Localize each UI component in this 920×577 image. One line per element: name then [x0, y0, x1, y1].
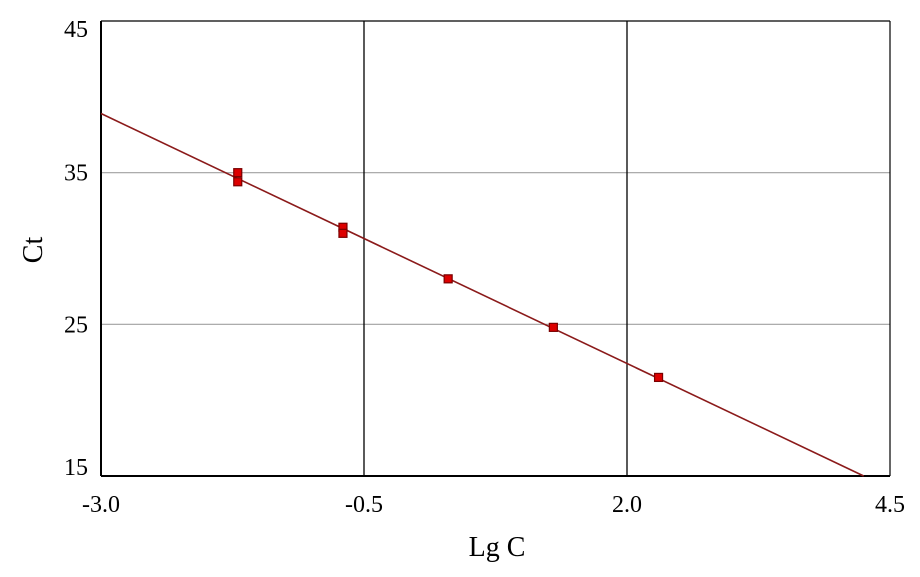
- fit-line-group: [100, 112, 865, 477]
- y-tick-label: 45: [64, 17, 88, 43]
- y-tick-label: 35: [64, 161, 88, 187]
- y-tick-label: 15: [64, 455, 88, 481]
- x-axis-title: Lg C: [469, 532, 526, 563]
- x-tick-label: -0.5: [345, 492, 383, 518]
- data-point-7: [653, 372, 664, 383]
- fit-line: [100, 112, 865, 477]
- gridlines: [101, 21, 890, 476]
- data-point-2: [233, 177, 243, 187]
- data-points: [233, 168, 664, 383]
- x-tick-label: 4.5: [875, 492, 905, 518]
- plot-frame: [100, 20, 891, 477]
- y-axis-title: Ct: [18, 237, 49, 264]
- data-point-5: [443, 274, 453, 284]
- x-tick-labels: -3.0 -0.5 2.0 4.5: [82, 492, 905, 518]
- y-tick-label: 25: [64, 312, 88, 338]
- data-point-6: [548, 322, 558, 332]
- data-point-4: [338, 228, 348, 238]
- x-tick-label: 2.0: [612, 492, 642, 518]
- x-tick-label: -3.0: [82, 492, 120, 518]
- y-tick-labels: 15 25 35 45: [64, 17, 88, 481]
- data-point-1: [233, 168, 243, 178]
